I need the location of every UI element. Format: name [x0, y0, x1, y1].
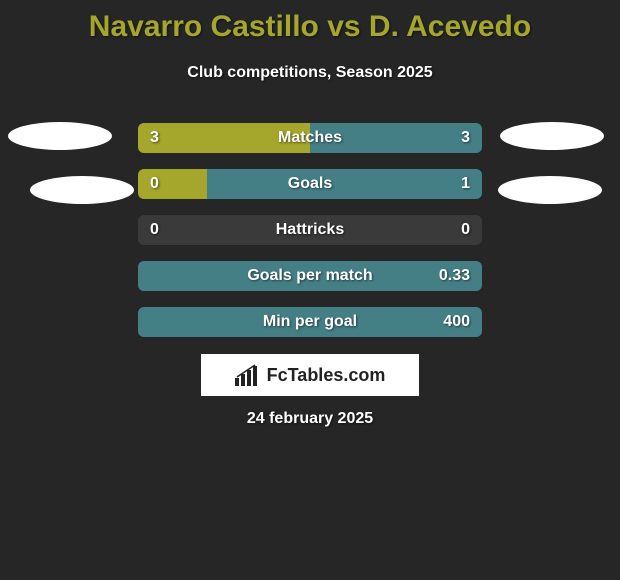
stat-label: Matches: [138, 123, 482, 153]
fctables-logo: FcTables.com: [201, 354, 419, 396]
stat-row: 33Matches: [138, 123, 482, 153]
sponsor-ellipse: [30, 176, 134, 204]
stat-label: Min per goal: [138, 307, 482, 337]
stat-label: Goals per match: [138, 261, 482, 291]
sponsor-ellipse: [500, 122, 604, 150]
stat-row: 01Goals: [138, 169, 482, 199]
stat-label: Hattricks: [138, 215, 482, 245]
competition-subtitle: Club competitions, Season 2025: [0, 64, 620, 82]
bars-icon: [235, 364, 261, 386]
stat-row: 400Min per goal: [138, 307, 482, 337]
stat-row: 00Hattricks: [138, 215, 482, 245]
stat-row: 0.33Goals per match: [138, 261, 482, 291]
stat-label: Goals: [138, 169, 482, 199]
page-title: Navarro Castillo vs D. Acevedo: [0, 10, 620, 44]
brand-text: FcTables.com: [267, 365, 386, 386]
snapshot-date: 24 february 2025: [0, 410, 620, 428]
sponsor-ellipse: [8, 122, 112, 150]
sponsor-ellipse: [498, 176, 602, 204]
